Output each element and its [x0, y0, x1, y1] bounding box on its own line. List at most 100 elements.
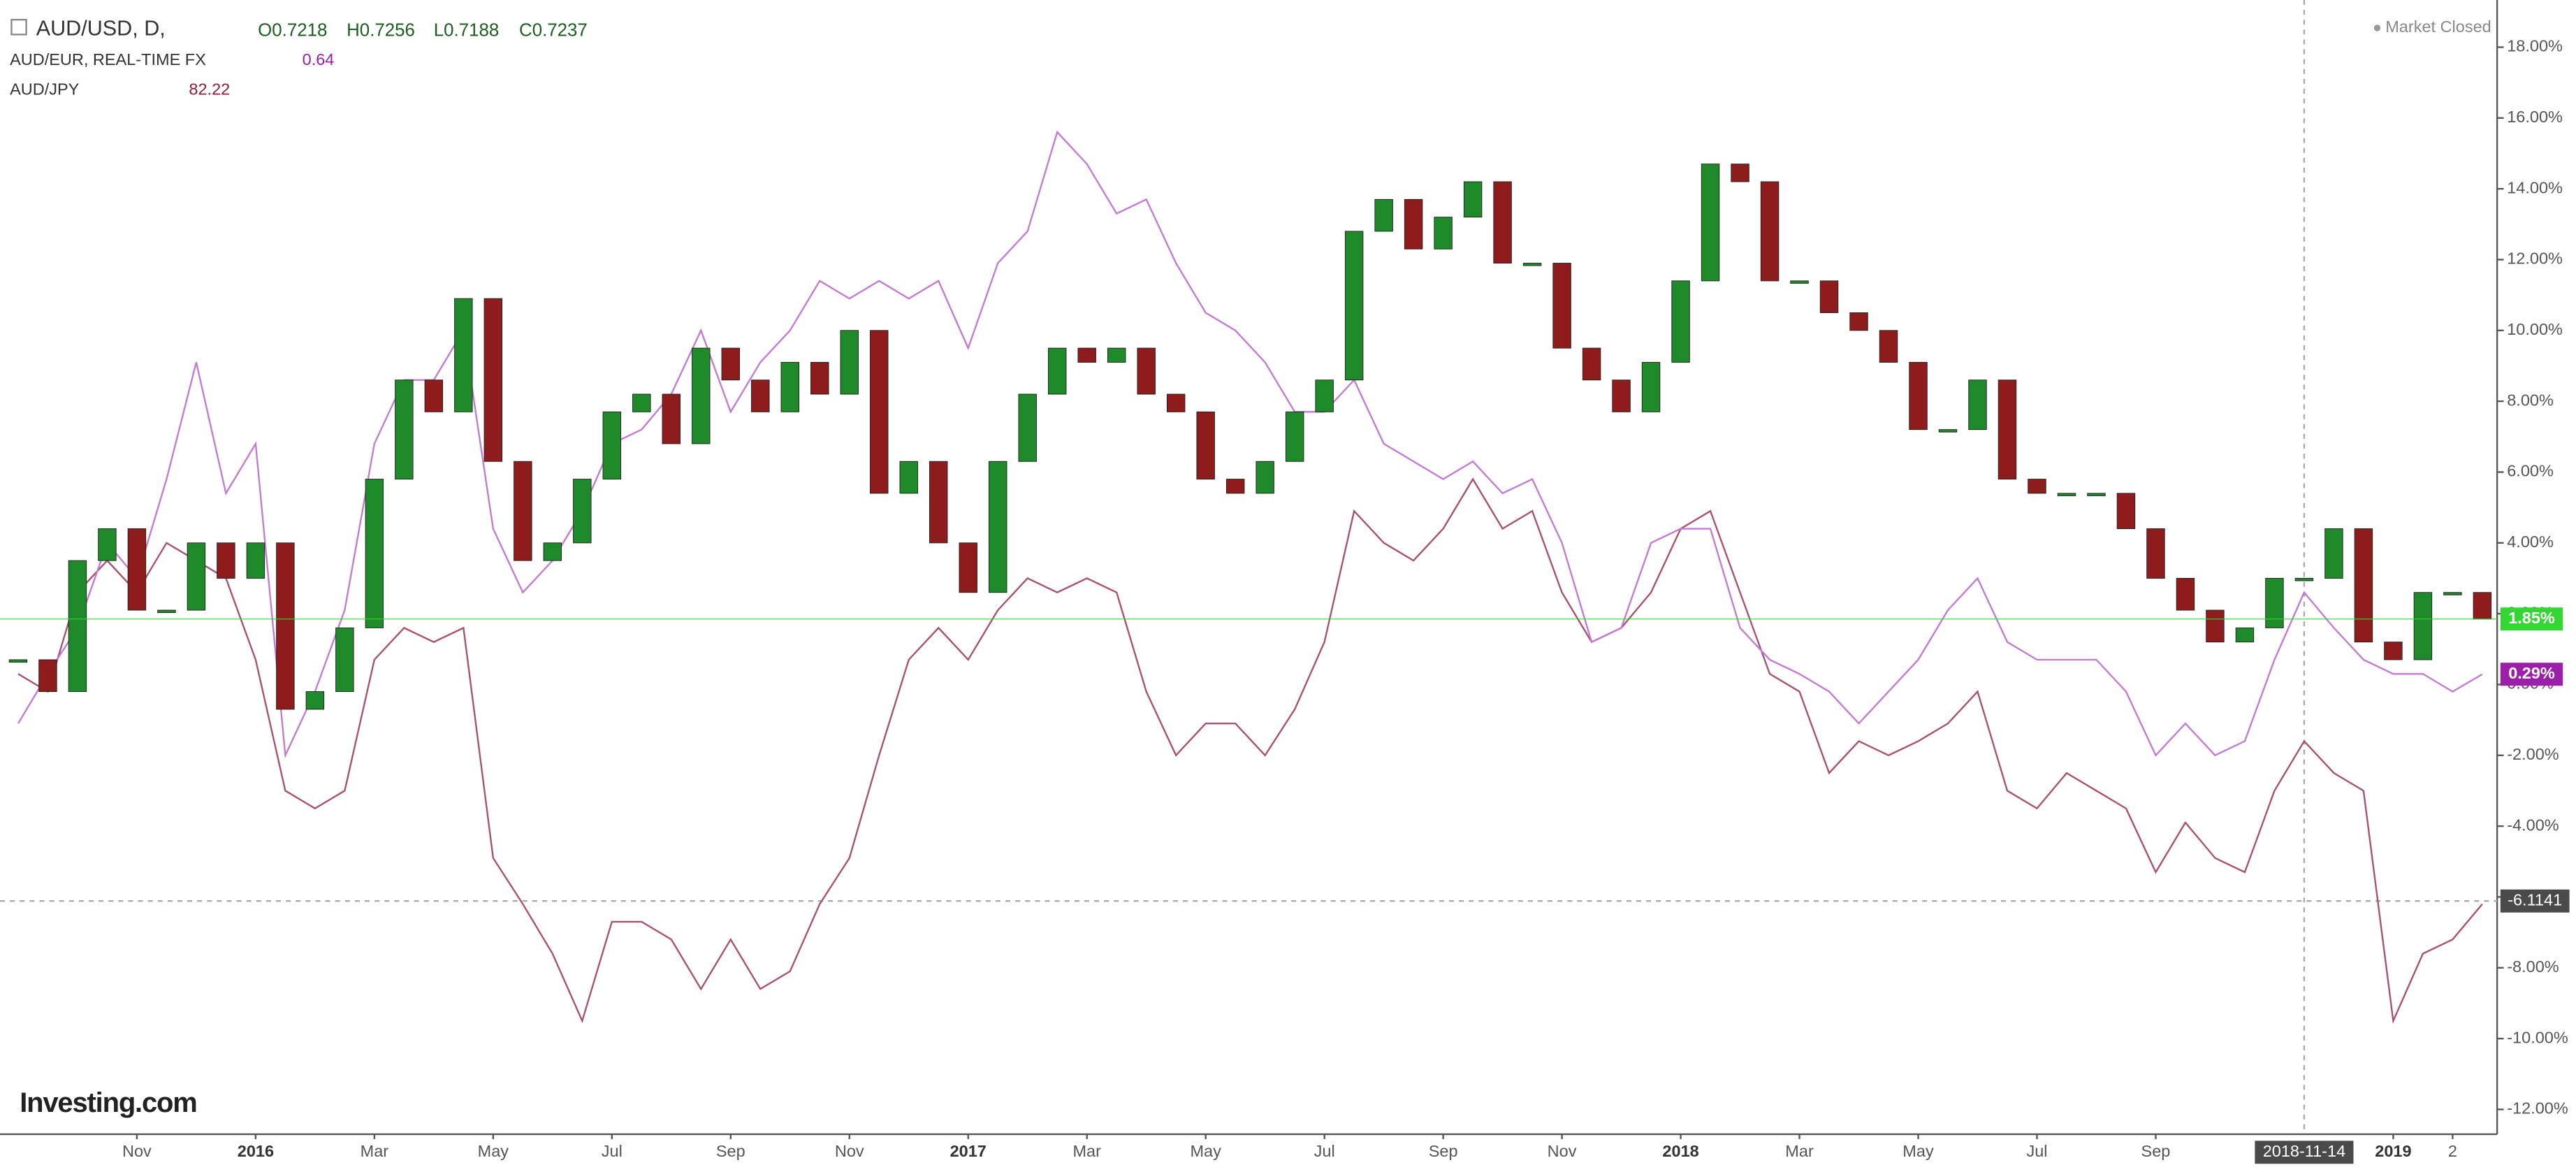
candle — [1938, 429, 1958, 433]
candle — [1612, 379, 1631, 412]
candle — [929, 461, 948, 544]
legend-entry: AUD/EUR, REAL-TIME FX — [10, 50, 206, 68]
candle — [1998, 379, 2017, 480]
crosshair-y-label: -6.1141 — [2508, 890, 2562, 909]
x-tick-label: May — [1190, 1142, 1221, 1160]
candle — [2443, 592, 2462, 595]
legend-main: AUD/USD, D, — [36, 16, 166, 40]
candle — [2146, 528, 2165, 579]
logo: Investing.com — [20, 1087, 196, 1118]
candle — [1374, 198, 1393, 232]
candle — [1285, 411, 1304, 462]
candle — [1522, 263, 1542, 266]
candle — [1493, 181, 1512, 264]
last-value-label: 0.29% — [2508, 664, 2555, 682]
candle — [1552, 263, 1571, 349]
candle — [157, 609, 176, 614]
y-tick-label: 18.00% — [2507, 37, 2563, 55]
x-tick-label: Nov — [1548, 1142, 1577, 1160]
x-tick-label: Sep — [1429, 1142, 1458, 1160]
candle — [2235, 627, 2255, 643]
candle — [780, 361, 799, 412]
candle — [1018, 393, 1037, 462]
x-tick-label: Mar — [1785, 1142, 1814, 1160]
x-tick-label: Mar — [361, 1142, 389, 1160]
candle — [8, 659, 28, 663]
status-dot — [2373, 24, 2381, 31]
y-tick-label: -8.00% — [2507, 957, 2559, 976]
candle — [2206, 609, 2225, 643]
candle — [365, 479, 384, 628]
crosshair-x-label: 2018-11-14 — [2263, 1142, 2345, 1160]
candle — [1404, 198, 1423, 249]
candle — [2028, 479, 2046, 494]
candle — [2116, 493, 2136, 530]
y-tick-label: -10.00% — [2507, 1028, 2568, 1046]
candle — [1582, 347, 1601, 381]
candle — [1968, 379, 1987, 431]
legend-quote: 0.64 — [303, 50, 335, 68]
candle — [2176, 577, 2195, 611]
x-tick-label: 2018 — [1662, 1142, 1698, 1160]
crosshair-x-box — [2255, 1141, 2354, 1164]
x-tick-label: 2 — [2448, 1142, 2457, 1160]
candle — [1077, 347, 1096, 363]
market-status: Market Closed — [2385, 17, 2491, 36]
legend-entry: AUD/JPY — [10, 80, 80, 99]
candle — [573, 479, 592, 544]
candle — [692, 347, 711, 444]
candle — [899, 461, 918, 494]
candle — [1819, 280, 1839, 313]
x-tick-label: Mar — [1072, 1142, 1101, 1160]
y-tick-label: 6.00% — [2507, 462, 2554, 480]
candle — [870, 330, 889, 494]
last-value-box — [2500, 663, 2563, 686]
candle — [1701, 164, 1720, 282]
x-tick-label: Nov — [835, 1142, 864, 1160]
candle — [2354, 528, 2373, 643]
x-tick-label: Jul — [2026, 1142, 2047, 1160]
candle — [1671, 280, 1690, 363]
candle — [1047, 347, 1067, 395]
y-tick-label: -4.00% — [2507, 816, 2559, 834]
x-tick-label: Nov — [122, 1142, 152, 1160]
y-tick-label: 14.00% — [2507, 178, 2563, 196]
last-value-label: 1.85% — [2508, 609, 2555, 627]
candle — [2413, 592, 2433, 660]
candle — [2324, 528, 2343, 579]
y-tick-label: 8.00% — [2507, 391, 2554, 409]
x-tick-label: Sep — [2141, 1142, 2171, 1160]
candle — [395, 379, 414, 480]
candle — [305, 691, 325, 710]
x-tick-label: Jul — [1314, 1142, 1335, 1160]
candle — [1344, 231, 1364, 381]
candle — [2294, 577, 2314, 581]
candle — [483, 298, 503, 462]
candle — [454, 298, 473, 412]
candle — [424, 379, 444, 412]
candle — [1790, 280, 1809, 284]
candle — [1909, 361, 1928, 431]
candle — [276, 542, 295, 710]
x-tick-label: May — [478, 1142, 509, 1160]
candle — [1463, 181, 1483, 218]
x-tick-label: Sep — [716, 1142, 745, 1160]
candle — [2473, 592, 2492, 620]
series-line — [17, 477, 2483, 1025]
candle — [543, 542, 562, 561]
candle — [1137, 347, 1156, 395]
x-tick-label: 2017 — [950, 1142, 987, 1160]
y-tick-label: -12.00% — [2507, 1099, 2568, 1117]
x-tick-label: 2019 — [2375, 1142, 2411, 1160]
candle — [1196, 411, 1215, 480]
candle — [2384, 642, 2403, 660]
x-tick-label: May — [1902, 1142, 1934, 1160]
y-tick-label: 16.00% — [2507, 108, 2563, 126]
candle — [662, 393, 681, 444]
y-tick-label: -2.00% — [2507, 745, 2559, 763]
quote-close: C0.7237 — [519, 21, 588, 41]
collapse-icon[interactable] — [10, 19, 27, 36]
candle — [1315, 379, 1334, 412]
candle — [959, 542, 977, 593]
